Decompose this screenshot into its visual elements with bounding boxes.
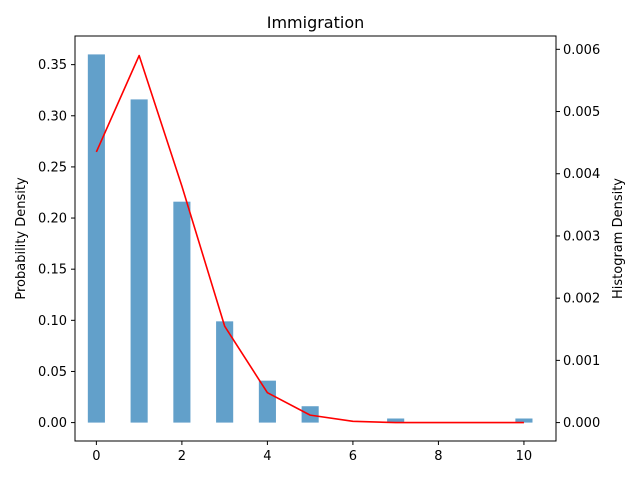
x-tick-label: 6 (349, 449, 357, 464)
y-axis-left-title: Probability Density (14, 177, 29, 300)
y-left-tick-label: 0.20 (38, 212, 67, 227)
y-right-tick-label: 0.002 (563, 292, 600, 307)
histogram-bar (87, 54, 105, 423)
plot-frame (74, 35, 557, 442)
histogram-bar (258, 380, 276, 423)
y-left-tick-label: 0.00 (38, 416, 67, 431)
y-right-tick-label: 0.001 (563, 354, 600, 369)
y-right-tick-label: 0.006 (563, 43, 600, 58)
bars-layer (87, 54, 533, 423)
histogram-bar (130, 99, 148, 423)
y-axis-right-title: Histogram Density (611, 178, 626, 299)
histogram-bar (216, 321, 234, 423)
y-left-tick-label: 0.25 (38, 160, 67, 175)
density-line (95, 54, 524, 424)
y-right-tick-label: 0.003 (563, 229, 600, 244)
x-tick-label: 4 (263, 449, 271, 464)
y-axis-left: 0.00 0.05 0.10 0.15 0.20 0.25 0.30 0.35 (38, 58, 75, 431)
histogram-bar (387, 418, 405, 423)
histogram-bar (173, 201, 191, 423)
x-tick-label: 10 (516, 449, 533, 464)
y-right-tick-label: 0.004 (563, 167, 600, 182)
y-left-tick-label: 0.10 (38, 314, 67, 329)
y-left-tick-label: 0.35 (38, 58, 67, 73)
histogram-bar (515, 418, 533, 423)
y-left-tick-label: 0.15 (38, 263, 67, 278)
x-axis: 0 2 4 6 8 10 (92, 441, 532, 464)
x-tick-label: 2 (178, 449, 186, 464)
y-left-tick-label: 0.05 (38, 365, 67, 380)
x-tick-label: 8 (434, 449, 442, 464)
y-left-tick-label: 0.30 (38, 109, 67, 124)
y-right-tick-label: 0.005 (563, 105, 600, 120)
y-right-tick-label: 0.000 (563, 416, 600, 431)
x-tick-label: 0 (92, 449, 100, 464)
y-axis-right: 0.000 0.001 0.002 0.003 0.004 0.005 0.006 (556, 43, 600, 431)
line-layer (95, 54, 524, 424)
chart-title: Immigration (267, 13, 365, 32)
